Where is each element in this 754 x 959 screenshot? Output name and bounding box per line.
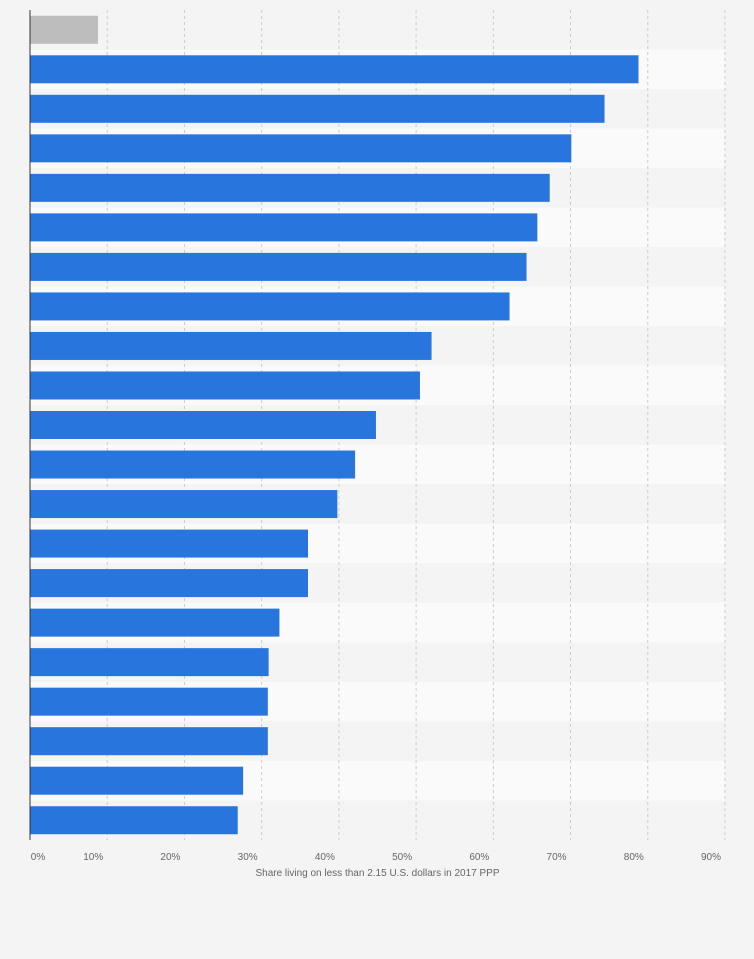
- bar: [30, 450, 356, 479]
- x-tick-label: 20%: [160, 852, 180, 863]
- bar: [30, 55, 639, 84]
- row-band: [30, 10, 725, 50]
- bar: [30, 213, 538, 242]
- x-tick-label: 10%: [83, 852, 103, 863]
- bar: [30, 806, 238, 835]
- bar: [30, 292, 510, 321]
- bar: [30, 173, 550, 202]
- x-axis-title: Share living on less than 2.15 U.S. doll…: [255, 868, 499, 879]
- x-tick-label: 80%: [624, 852, 644, 863]
- bar: [30, 411, 376, 439]
- bar: [30, 727, 268, 756]
- bar: [30, 371, 420, 400]
- bar: [30, 252, 527, 281]
- bar: [30, 608, 280, 637]
- x-axis-ticks: 0% 10% 20% 30% 40% 50% 60% 70% 80% 90%: [31, 852, 721, 863]
- bar: [30, 490, 338, 519]
- bars: [30, 15, 639, 835]
- x-tick-label: 40%: [315, 852, 335, 863]
- bar: [30, 569, 308, 598]
- bar: [30, 648, 269, 677]
- bar: [30, 529, 308, 558]
- bar: [30, 766, 244, 795]
- x-tick-label: 30%: [238, 852, 258, 863]
- x-tick-label: 50%: [392, 852, 412, 863]
- x-tick-label: 60%: [469, 852, 489, 863]
- x-tick-label: 0%: [31, 852, 46, 863]
- bar: [30, 331, 432, 360]
- bar: [30, 94, 605, 123]
- bar: [30, 687, 268, 716]
- bar: [30, 134, 572, 163]
- bar-highlight: [30, 15, 98, 44]
- x-tick-label: 90%: [701, 852, 721, 863]
- x-tick-label: 70%: [547, 852, 567, 863]
